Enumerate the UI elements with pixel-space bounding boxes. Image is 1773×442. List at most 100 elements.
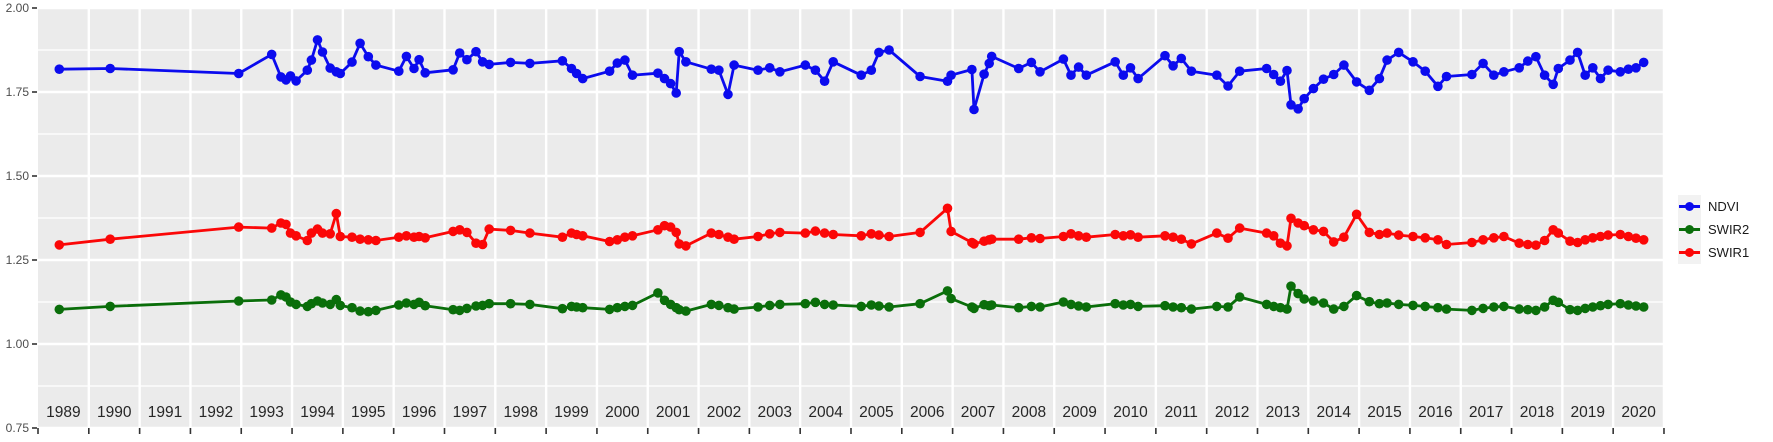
data-point-swir2 — [1531, 305, 1541, 316]
data-point-ndvi — [627, 70, 638, 80]
data-point-swir1 — [1580, 235, 1590, 245]
data-point-swir1 — [627, 231, 638, 241]
data-point-ndvi — [1234, 66, 1245, 76]
data-point-ndvi — [1125, 63, 1136, 73]
data-point-swir2 — [347, 302, 357, 313]
data-point-swir2 — [1328, 304, 1339, 314]
data-point-swir1 — [1499, 231, 1509, 242]
y-tick-label: 1.25 — [6, 253, 30, 267]
data-point-swir1 — [1638, 235, 1649, 245]
data-point-ndvi — [714, 65, 724, 75]
data-point-swir1 — [604, 236, 615, 247]
data-point-swir2 — [729, 304, 739, 314]
data-point-swir1 — [942, 203, 953, 214]
data-point-swir1 — [1631, 233, 1641, 243]
data-point-ndvi — [409, 63, 419, 74]
data-point-ndvi — [1318, 74, 1329, 84]
data-point-swir2 — [335, 300, 346, 311]
data-point-ndvi — [775, 67, 785, 77]
data-point-swir1 — [363, 235, 374, 245]
data-point-swir2 — [394, 300, 404, 310]
x-year-label: 2005 — [859, 404, 893, 421]
data-point-ndvi — [394, 66, 404, 76]
data-point-swir2 — [1539, 302, 1550, 312]
data-point-ndvi — [946, 70, 956, 80]
data-point-swir2 — [856, 301, 866, 312]
data-point-ndvi — [674, 46, 684, 57]
data-point-ndvi — [1514, 63, 1524, 73]
y-tick-label: 2.00 — [6, 1, 30, 15]
data-point-swir2 — [1212, 301, 1222, 312]
data-point-ndvi — [753, 65, 763, 75]
data-point-ndvi — [1293, 104, 1303, 114]
data-point-swir2 — [884, 302, 894, 312]
data-point-swir1 — [1531, 240, 1541, 250]
data-point-ndvi — [1081, 70, 1092, 80]
data-point-ndvi — [612, 58, 623, 68]
data-point-swir1 — [1433, 235, 1443, 245]
data-point-ndvi — [884, 45, 894, 55]
data-point-swir1 — [1339, 232, 1349, 242]
data-point-ndvi — [604, 66, 615, 76]
y-tick-label: 0.75 — [6, 421, 30, 435]
data-point-swir1 — [371, 235, 381, 246]
legend-key-swir2-icon — [1678, 218, 1701, 241]
data-point-swir2 — [1081, 302, 1092, 312]
data-point-ndvi — [1531, 51, 1541, 62]
data-point-swir1 — [800, 228, 811, 238]
data-point-swir2 — [454, 305, 465, 316]
data-point-swir1 — [714, 229, 724, 240]
data-point-ndvi — [1351, 77, 1362, 87]
data-point-swir1 — [1013, 234, 1024, 244]
data-point-ndvi — [1580, 70, 1590, 80]
data-point-swir2 — [1631, 301, 1641, 311]
x-year-label: 2007 — [961, 404, 995, 421]
data-point-swir2 — [1118, 300, 1129, 310]
data-point-swir1 — [969, 239, 979, 249]
data-point-swir1 — [1268, 231, 1279, 241]
data-point-ndvi — [302, 65, 313, 75]
data-point-swir1 — [1572, 237, 1583, 248]
data-point-swir1 — [1282, 241, 1292, 251]
data-point-ndvi — [1572, 47, 1583, 58]
data-point-swir1 — [1523, 239, 1533, 250]
data-point-swir1 — [291, 231, 301, 241]
data-point-ndvi — [462, 54, 472, 65]
data-point-swir2 — [1572, 305, 1583, 316]
data-point-ndvi — [1286, 100, 1296, 110]
x-year-label: 2008 — [1012, 404, 1046, 421]
data-point-swir2 — [1125, 299, 1136, 310]
data-point-swir1 — [1408, 231, 1418, 242]
data-point-swir2 — [317, 298, 328, 308]
data-point-swir1 — [1615, 229, 1626, 240]
data-point-ndvi — [312, 35, 323, 45]
data-point-swir2 — [1168, 302, 1178, 312]
data-point-swir2 — [1299, 294, 1309, 304]
data-point-ndvi — [1364, 85, 1375, 96]
data-point-swir1 — [105, 234, 115, 244]
data-point-swir1 — [394, 232, 404, 242]
data-point-swir2 — [1408, 300, 1418, 311]
data-point-swir1 — [620, 232, 630, 242]
data-point-swir2 — [866, 300, 877, 310]
legend: NDVI SWIR2 SWIR1 — [1678, 195, 1749, 264]
data-point-ndvi — [335, 68, 346, 79]
legend-point-icon — [1685, 202, 1694, 211]
x-year-label: 1995 — [351, 404, 385, 421]
data-point-ndvi — [810, 65, 821, 75]
data-point-ndvi — [1013, 63, 1024, 74]
data-point-ndvi — [448, 65, 458, 75]
data-point-ndvi — [306, 55, 317, 65]
legend-label-swir2: SWIR2 — [1708, 222, 1750, 237]
data-point-swir2 — [1013, 302, 1024, 313]
data-point-ndvi — [1308, 83, 1319, 94]
data-point-ndvi — [557, 56, 568, 66]
x-year-label: 1992 — [199, 404, 233, 421]
data-point-swir1 — [1073, 231, 1084, 241]
x-year-label: 2017 — [1469, 404, 1503, 421]
data-point-swir2 — [401, 298, 412, 308]
data-point-ndvi — [105, 63, 115, 74]
data-point-swir2 — [420, 300, 431, 311]
data-point-ndvi — [986, 51, 997, 62]
